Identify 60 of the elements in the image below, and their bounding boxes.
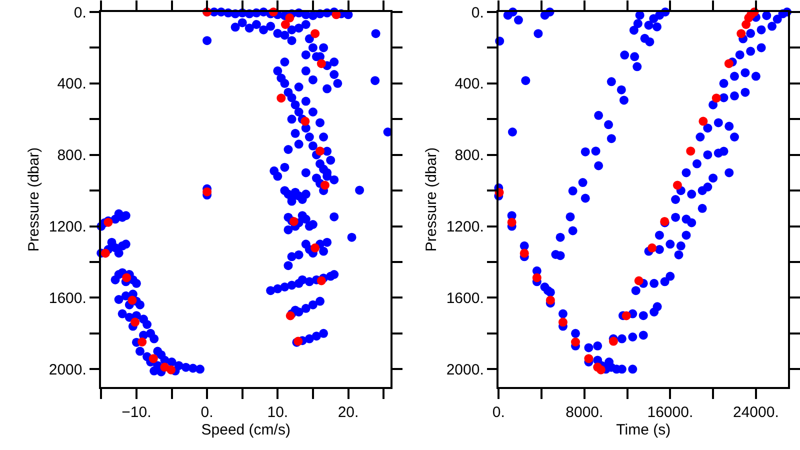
point xyxy=(648,243,657,252)
x-tick-label: 0. xyxy=(492,404,505,421)
point xyxy=(138,338,147,346)
point xyxy=(520,248,529,258)
point xyxy=(596,365,606,374)
y-tick-label: 800. xyxy=(57,147,86,164)
point xyxy=(634,276,644,286)
point xyxy=(100,248,110,258)
point xyxy=(316,276,326,286)
point xyxy=(672,180,682,190)
x-tick-label: 24000. xyxy=(732,404,779,421)
point xyxy=(686,146,696,156)
x-tick-label: 20. xyxy=(338,404,359,421)
point xyxy=(698,116,708,126)
point xyxy=(316,59,326,68)
point xyxy=(122,273,132,282)
point xyxy=(130,318,140,327)
y-tick-label: 400. xyxy=(454,76,484,93)
y-tick-label: 2000. xyxy=(446,361,484,378)
point xyxy=(300,116,310,126)
point xyxy=(507,218,516,227)
point xyxy=(320,180,330,190)
point xyxy=(166,365,176,374)
y-tick-label: 400. xyxy=(57,76,86,93)
x-tick-label: 16000. xyxy=(647,404,694,421)
x-tick-label: 10. xyxy=(267,404,288,421)
point xyxy=(280,20,290,29)
point xyxy=(285,13,294,22)
point xyxy=(736,29,746,38)
point xyxy=(202,187,212,196)
y-tick-label: 1200. xyxy=(48,218,86,236)
point xyxy=(622,311,631,320)
point xyxy=(310,29,320,38)
point xyxy=(608,336,618,346)
x-axis-title: Time (s) xyxy=(616,421,671,438)
point xyxy=(558,318,568,327)
point xyxy=(276,94,286,103)
point xyxy=(316,146,325,156)
point xyxy=(128,296,137,305)
y-axis-title: Pressure (dbar) xyxy=(26,147,43,252)
point xyxy=(584,354,594,364)
y-tick-label: 1600. xyxy=(48,290,86,307)
point xyxy=(310,243,320,252)
y-tick-label: 0. xyxy=(74,4,86,22)
point xyxy=(712,94,721,103)
point xyxy=(571,338,580,346)
y-tick-label: 0. xyxy=(471,4,484,22)
y-tick-label: 800. xyxy=(454,147,484,164)
x-axis-title: Speed (cm/s) xyxy=(201,421,290,438)
point xyxy=(724,59,734,68)
x-tick-label: 8000. xyxy=(566,404,604,421)
y-tick-label: 2000. xyxy=(48,361,86,378)
y-tick-label: 1600. xyxy=(446,290,484,307)
y-tick-label: 1200. xyxy=(446,218,484,236)
x-tick-label: 0. xyxy=(200,404,214,421)
y-axis-title: Pressure (dbar) xyxy=(423,147,440,252)
point xyxy=(532,273,542,282)
point xyxy=(546,296,555,305)
x-tick-label: −10. xyxy=(122,404,152,421)
point xyxy=(148,354,158,364)
